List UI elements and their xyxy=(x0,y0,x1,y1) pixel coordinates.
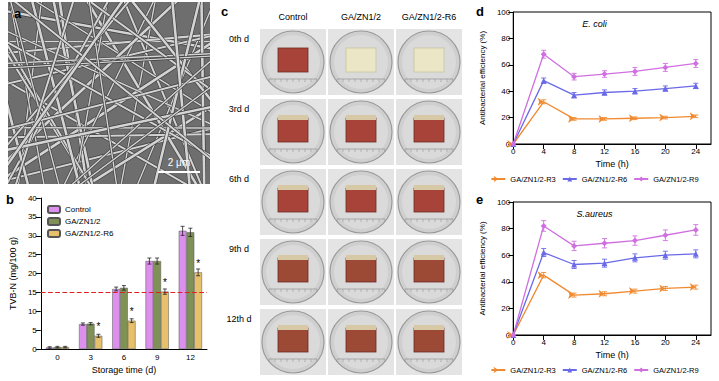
svg-text:30: 30 xyxy=(28,231,37,240)
svg-text:15: 15 xyxy=(28,288,37,297)
svg-text:12th d: 12th d xyxy=(226,314,251,324)
html-text:e: e xyxy=(476,192,484,207)
svg-text:3: 3 xyxy=(88,353,93,362)
svg-text:4: 4 xyxy=(541,338,546,347)
svg-text:20: 20 xyxy=(28,269,37,278)
svg-text:GA/ZN1/2-R3: GA/ZN1/2-R3 xyxy=(510,175,555,184)
svg-text:GA/ZN1/2-R6: GA/ZN1/2-R6 xyxy=(582,366,627,375)
svg-text:0: 0 xyxy=(55,353,60,362)
svg-text:40: 40 xyxy=(501,87,510,96)
svg-text:20: 20 xyxy=(501,113,510,122)
svg-text:3rd d: 3rd d xyxy=(229,104,250,114)
svg-text:GA/ZN1/2-R6: GA/ZN1/2-R6 xyxy=(402,12,457,22)
svg-text:9th d: 9th d xyxy=(229,244,249,254)
svg-text:80: 80 xyxy=(501,34,510,43)
svg-text:5: 5 xyxy=(32,326,37,335)
svg-text:10: 10 xyxy=(28,307,37,316)
svg-text:Time (h): Time (h) xyxy=(596,159,629,169)
svg-text:0: 0 xyxy=(32,345,37,354)
svg-text:40: 40 xyxy=(28,194,37,203)
svg-text:24: 24 xyxy=(691,338,700,347)
svg-text:GA/ZN1/2-R9: GA/ZN1/2-R9 xyxy=(653,175,698,184)
svg-text:6th d: 6th d xyxy=(229,174,249,184)
svg-text:24: 24 xyxy=(691,147,700,156)
svg-text:*: * xyxy=(130,306,134,317)
svg-text:2 μm: 2 μm xyxy=(168,157,190,168)
svg-text:*: * xyxy=(196,258,200,269)
svg-text:Time (h): Time (h) xyxy=(596,350,629,360)
svg-text:12: 12 xyxy=(600,147,609,156)
svg-text:35: 35 xyxy=(28,212,37,221)
svg-text:GA/ZN1/2-R6: GA/ZN1/2-R6 xyxy=(65,229,114,238)
svg-text:Antibacterial efficiency (%): Antibacterial efficiency (%) xyxy=(478,31,487,125)
svg-text:*: * xyxy=(96,321,100,332)
svg-text:12: 12 xyxy=(600,338,609,347)
svg-text:80: 80 xyxy=(501,224,510,233)
svg-text:16: 16 xyxy=(630,147,639,156)
svg-text:GA/ZN1/2-R9: GA/ZN1/2-R9 xyxy=(653,366,698,375)
svg-text:20: 20 xyxy=(661,338,670,347)
svg-text:0: 0 xyxy=(511,147,516,156)
svg-text:E. coli: E. coli xyxy=(582,19,608,29)
svg-text:GA/ZN1/2-R3: GA/ZN1/2-R3 xyxy=(510,366,555,375)
svg-text:*: * xyxy=(163,277,167,288)
svg-text:8: 8 xyxy=(572,338,577,347)
html-text:b: b xyxy=(6,192,14,207)
svg-text:60: 60 xyxy=(501,60,510,69)
svg-text:100: 100 xyxy=(497,8,511,17)
svg-text:0th d: 0th d xyxy=(229,34,249,44)
html-text:d: d xyxy=(476,4,484,19)
svg-text:60: 60 xyxy=(501,251,510,260)
svg-text:Control: Control xyxy=(278,12,307,22)
svg-text:Antibacterial efficiency (%): Antibacterial efficiency (%) xyxy=(478,221,487,315)
svg-text:S.aureus: S.aureus xyxy=(576,209,613,219)
svg-text:Control: Control xyxy=(65,205,91,214)
svg-text:TVB-N (mg/100 g): TVB-N (mg/100 g) xyxy=(8,237,18,310)
svg-text:40: 40 xyxy=(501,277,510,286)
svg-text:20: 20 xyxy=(661,147,670,156)
svg-text:0: 0 xyxy=(511,338,516,347)
svg-text:GA/ZN1/2: GA/ZN1/2 xyxy=(65,217,101,226)
svg-text:GA/ZN1/2: GA/ZN1/2 xyxy=(341,12,381,22)
svg-text:6: 6 xyxy=(122,353,127,362)
svg-text:16: 16 xyxy=(630,338,639,347)
svg-text:8: 8 xyxy=(572,147,577,156)
svg-text:4: 4 xyxy=(541,147,546,156)
svg-text:Storage time (d): Storage time (d) xyxy=(92,365,157,375)
svg-text:GA/ZN1/2-R6: GA/ZN1/2-R6 xyxy=(582,175,627,184)
svg-text:9: 9 xyxy=(155,353,160,362)
html-text:a: a xyxy=(14,6,22,21)
svg-text:100: 100 xyxy=(497,198,511,207)
html-text:c: c xyxy=(221,4,229,19)
svg-text:12: 12 xyxy=(186,353,195,362)
svg-text:25: 25 xyxy=(28,250,37,259)
svg-text:20: 20 xyxy=(501,304,510,313)
